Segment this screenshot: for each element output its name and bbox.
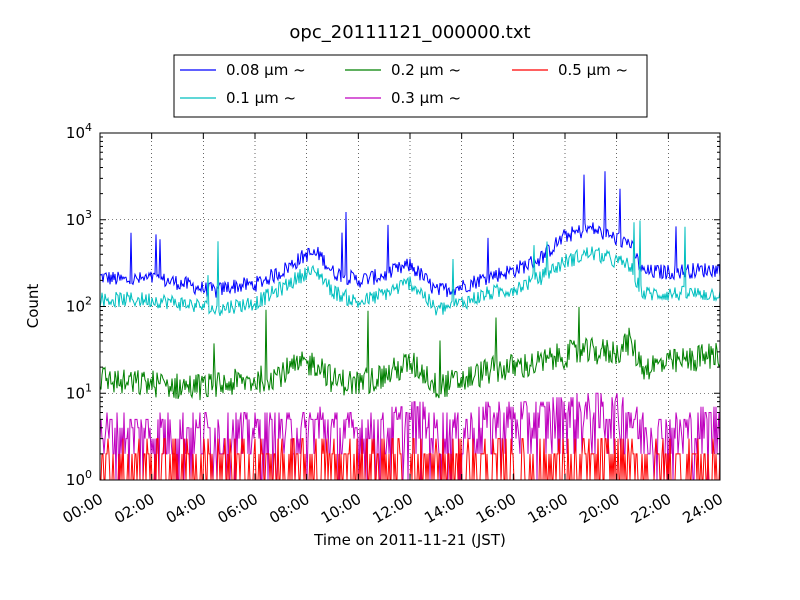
x-tick-label: 02:00 bbox=[111, 490, 157, 527]
x-tick-label: 08:00 bbox=[266, 490, 312, 527]
x-tick-label: 18:00 bbox=[525, 490, 571, 527]
x-tick-label: 10:00 bbox=[318, 490, 364, 527]
series-line-0 bbox=[99, 171, 721, 298]
y-tick-labels: 100 101 102 103 104 bbox=[66, 121, 92, 489]
ticks bbox=[99, 132, 721, 481]
y-tick-label: 104 bbox=[66, 121, 92, 142]
x-tick-labels: 00:00 02:00 04:00 06:00 08:00 10:00 12:00 14:00… bbox=[60, 490, 726, 527]
x-tick-label: 14:00 bbox=[421, 490, 467, 527]
legend: 0.08 µm ~ 0.1 µm ~ 0.2 µm ~ 0.3 µm ~ 0.5 µm … bbox=[173, 54, 648, 118]
series-line-2 bbox=[99, 306, 721, 401]
series-line-3 bbox=[99, 392, 721, 481]
legend-label: 0.3 µm ~ bbox=[391, 89, 461, 107]
x-tick-label: 00:00 bbox=[60, 490, 106, 527]
chart-title: opc_20111121_000000.txt bbox=[289, 22, 530, 43]
legend-label: 0.5 µm ~ bbox=[558, 61, 628, 79]
x-tick-label: 20:00 bbox=[576, 490, 622, 527]
x-tick-label: 16:00 bbox=[473, 490, 519, 527]
legend-label: 0.2 µm ~ bbox=[391, 61, 461, 79]
y-tick-label: 103 bbox=[66, 208, 92, 229]
series-line-1 bbox=[99, 220, 721, 317]
x-tick-label: 04:00 bbox=[163, 490, 209, 527]
x-tick-label: 22:00 bbox=[628, 490, 674, 527]
legend-label: 0.1 µm ~ bbox=[226, 89, 296, 107]
x-axis-label: Time on 2011-11-21 (JST) bbox=[313, 531, 506, 549]
x-tick-label: 12:00 bbox=[370, 490, 416, 527]
legend-box bbox=[173, 54, 648, 118]
legend-label: 0.08 µm ~ bbox=[226, 61, 306, 79]
x-tick-label: 24:00 bbox=[680, 490, 726, 527]
x-tick-label: 06:00 bbox=[215, 490, 261, 527]
y-tick-label: 101 bbox=[66, 381, 92, 402]
y-tick-label: 102 bbox=[66, 295, 92, 316]
y-axis-label: Count bbox=[24, 284, 42, 329]
y-tick-label: 100 bbox=[66, 468, 92, 489]
